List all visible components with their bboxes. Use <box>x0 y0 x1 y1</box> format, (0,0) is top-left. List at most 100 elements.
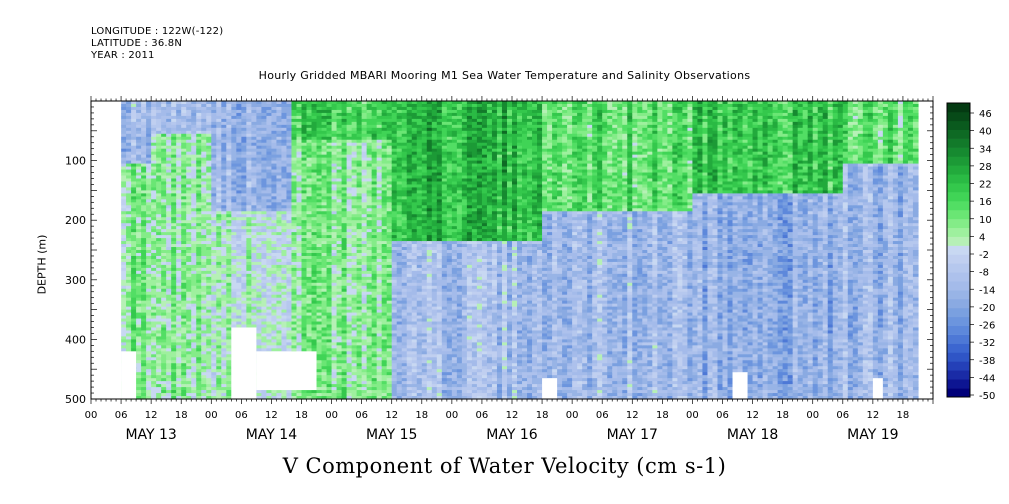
heatmap-cell <box>291 115 298 120</box>
heatmap-cell <box>321 348 328 352</box>
heatmap-cell <box>261 151 268 156</box>
heatmap-cell <box>326 252 333 257</box>
heatmap-cell <box>131 211 137 215</box>
heatmap-cell <box>306 175 313 180</box>
heatmap-cell <box>316 232 323 236</box>
heatmap-cell <box>216 124 222 129</box>
heatmap-cell <box>146 327 152 332</box>
heatmap-cell <box>216 187 222 191</box>
heatmap-cell <box>171 342 177 346</box>
heatmap-cell <box>281 241 288 245</box>
heatmap-cell <box>241 282 247 287</box>
heatmap-cell <box>246 193 252 197</box>
heatmap-cell <box>131 154 137 159</box>
heatmap-cell <box>201 226 207 230</box>
heatmap-cell <box>186 127 192 132</box>
heatmap-cell <box>351 273 358 278</box>
heatmap-cell <box>331 148 338 153</box>
heatmap-cell <box>131 279 137 284</box>
heatmap-cell <box>366 267 373 272</box>
heatmap-cell <box>261 106 268 111</box>
heatmap-cell <box>221 282 227 287</box>
heatmap-cell <box>281 321 288 326</box>
heatmap-cell <box>196 172 202 177</box>
heatmap-cell <box>136 360 142 364</box>
heatmap-cell <box>126 315 132 320</box>
heatmap-cell <box>156 208 162 212</box>
heatmap-cell <box>181 306 187 311</box>
heatmap-cell <box>156 342 162 346</box>
heatmap-cell <box>141 315 147 320</box>
heatmap-cell <box>336 214 343 218</box>
heatmap-cell <box>311 214 318 218</box>
heatmap-cell <box>231 244 237 248</box>
heatmap-cell <box>306 342 313 346</box>
heatmap-cell <box>321 202 328 206</box>
heatmap-cell <box>321 217 328 221</box>
heatmap-cell <box>301 118 308 123</box>
heatmap-cell <box>156 232 162 236</box>
heatmap-cell <box>316 321 323 326</box>
heatmap-cell <box>326 354 333 358</box>
heatmap-cell <box>216 175 222 180</box>
heatmap-cell <box>146 181 152 186</box>
heatmap-cell <box>336 273 343 278</box>
heatmap-cell <box>366 196 373 200</box>
heatmap-cell <box>241 211 247 215</box>
heatmap-cell <box>166 130 172 135</box>
heatmap-cell <box>356 163 363 168</box>
heatmap-cell <box>316 154 323 159</box>
heatmap-cell <box>181 300 187 305</box>
heatmap-cell <box>351 342 358 346</box>
heatmap-cell <box>351 360 358 364</box>
heatmap-cell <box>356 312 363 317</box>
heatmap-cell <box>356 166 363 171</box>
heatmap-cell <box>361 372 368 376</box>
heatmap-cell <box>141 118 147 123</box>
heatmap-cell <box>271 252 278 257</box>
heatmap-cell <box>331 390 338 394</box>
heatmap-cell <box>156 306 162 311</box>
heatmap-cell <box>261 115 268 120</box>
heatmap-cell <box>301 208 308 212</box>
heatmap-cell <box>151 247 157 251</box>
heatmap-cell <box>176 163 182 168</box>
heatmap-cell <box>131 101 137 105</box>
heatmap-cell <box>181 372 187 376</box>
heatmap-cell <box>141 229 147 233</box>
heatmap-cell <box>226 208 232 212</box>
heatmap-cell <box>236 220 242 224</box>
heatmap-cell <box>171 193 177 197</box>
heatmap-cell <box>246 270 252 275</box>
heatmap-cell <box>281 276 288 281</box>
heatmap-cell <box>251 199 257 203</box>
heatmap-cell <box>186 202 192 206</box>
heatmap-cell <box>141 354 147 358</box>
heatmap-cell <box>226 103 232 108</box>
heatmap-cell <box>181 339 187 343</box>
heatmap-cell <box>361 336 368 340</box>
heatmap-cell <box>246 133 252 138</box>
heatmap-cell <box>176 223 182 227</box>
heatmap-cell <box>171 142 177 147</box>
heatmap-cell <box>141 184 147 189</box>
heatmap-cell <box>131 261 137 266</box>
heatmap-cell <box>286 101 293 105</box>
heatmap-cell <box>331 315 338 320</box>
heatmap-cell <box>221 178 227 183</box>
heatmap-cell <box>141 160 147 165</box>
heatmap-cell <box>206 169 212 174</box>
heatmap-cell <box>206 282 212 287</box>
heatmap-cell <box>316 124 323 129</box>
heatmap-cell <box>286 306 293 311</box>
heatmap-cell <box>121 121 127 126</box>
heatmap-cell <box>236 306 242 311</box>
heatmap-cell <box>246 264 252 269</box>
heatmap-cell <box>261 184 268 189</box>
heatmap-cell <box>351 166 358 171</box>
heatmap-cell <box>221 351 227 355</box>
heatmap-cell <box>121 166 127 171</box>
heatmap-cell <box>281 390 288 394</box>
heatmap-cell <box>346 285 353 290</box>
heatmap-cell <box>316 103 323 108</box>
